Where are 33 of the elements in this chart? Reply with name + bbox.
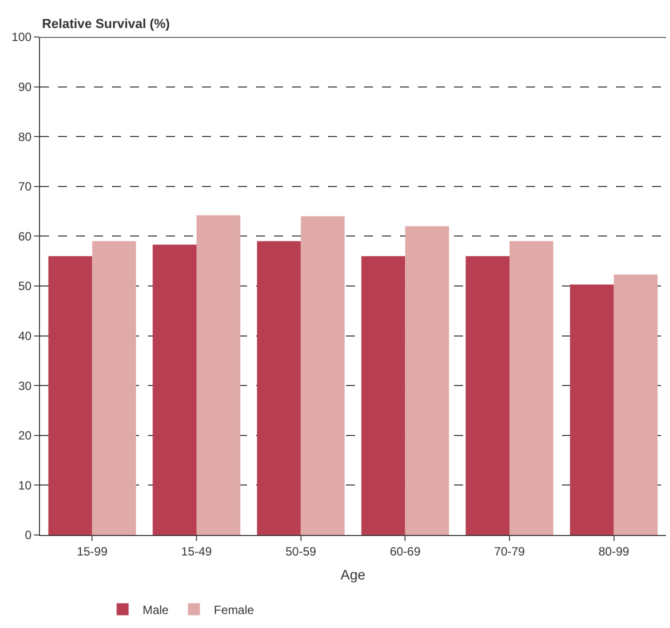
y-tick-label: 40 (18, 329, 32, 343)
bar (405, 226, 449, 535)
y-tick-label: 80 (18, 130, 32, 144)
bar (510, 241, 554, 535)
bar (466, 256, 510, 535)
x-tick-label: 60-69 (390, 544, 421, 558)
x-tick-label: 70-79 (494, 544, 526, 558)
y-tick-label: 70 (18, 180, 32, 194)
bar (152, 244, 196, 535)
y-axis-title: Relative Survival (%) (42, 16, 170, 31)
y-tick-label: 50 (18, 279, 32, 294)
x-tick-label: 15-99 (76, 544, 108, 558)
x-tick-label: 50-59 (285, 544, 316, 558)
y-tick-label: 60 (18, 229, 32, 244)
legend-label: Female (214, 602, 254, 617)
y-tick-label: 90 (18, 80, 32, 94)
x-tick-label: 80-99 (598, 544, 630, 558)
bar (570, 284, 614, 535)
bar (300, 216, 345, 535)
y-tick-label: 0 (24, 528, 32, 542)
x-axis-title: Age (340, 566, 366, 583)
y-tick-label: 30 (18, 378, 32, 393)
bar (257, 241, 301, 535)
bar (92, 241, 136, 535)
y-tick-label: 100 (12, 30, 32, 44)
y-tick-label: 10 (18, 478, 32, 492)
bar (614, 274, 658, 535)
legend-label: Male (142, 602, 169, 617)
x-tick-label: 15-49 (181, 544, 212, 558)
bar (48, 256, 92, 535)
bar (361, 256, 406, 535)
bar (196, 215, 240, 535)
y-tick-label: 20 (18, 428, 32, 443)
